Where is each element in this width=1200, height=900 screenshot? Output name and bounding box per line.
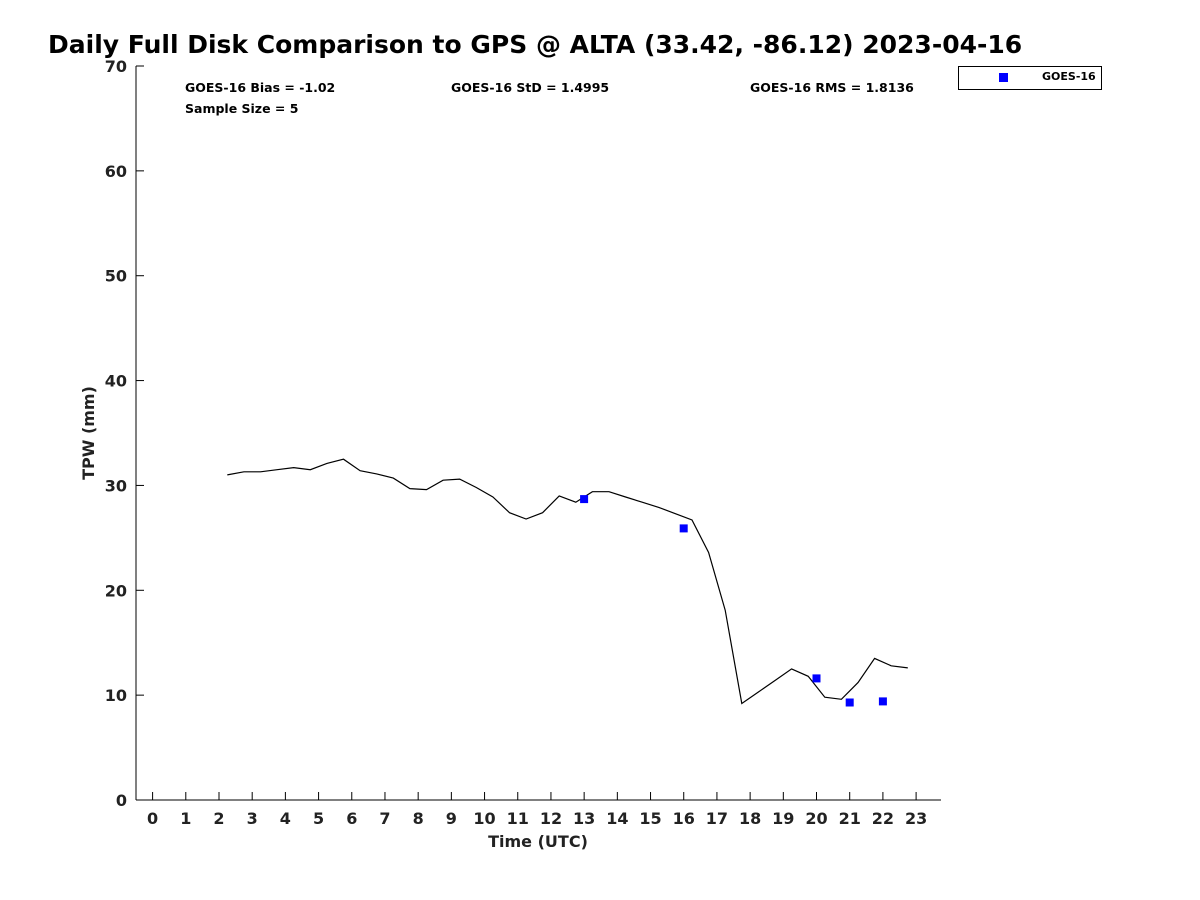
x-tick-label: 19 xyxy=(772,809,794,828)
x-tick-label: 3 xyxy=(247,809,258,828)
x-tick-label: 0 xyxy=(147,809,158,828)
x-axis-label: Time (UTC) xyxy=(488,832,588,851)
goes16-points-layer xyxy=(580,495,887,707)
x-tick-label: 15 xyxy=(639,809,661,828)
rms-annotation: GOES-16 RMS = 1.8136 xyxy=(750,80,914,95)
x-tick-label: 16 xyxy=(673,809,695,828)
goes16-point xyxy=(580,495,589,504)
axes-frame xyxy=(135,66,941,801)
x-tick-label: 9 xyxy=(446,809,457,828)
x-tick-label: 12 xyxy=(540,809,562,828)
x-axis-ticks: 0 1 2 3 4 5 6 7 8 9 10 11 12 13 14 15 16 17 18 19 20 21 22 23 xyxy=(147,792,927,828)
y-tick-label: 20 xyxy=(105,581,127,600)
x-tick-label: 6 xyxy=(346,809,357,828)
x-tick-label: 23 xyxy=(905,809,927,828)
goes16-point xyxy=(878,697,887,706)
x-tick-label: 4 xyxy=(280,809,291,828)
goes16-point xyxy=(812,674,821,683)
y-axis-label: TPW (mm) xyxy=(79,386,98,480)
y-tick-label: 70 xyxy=(105,57,127,76)
y-axis-ticks: 0 10 20 30 40 50 60 70 xyxy=(105,57,144,810)
y-tick-label: 60 xyxy=(105,162,127,181)
x-tick-label: 10 xyxy=(473,809,495,828)
goes16-point xyxy=(845,698,854,707)
y-tick-label: 30 xyxy=(105,476,127,495)
y-tick-label: 50 xyxy=(105,267,127,286)
x-tick-label: 7 xyxy=(379,809,390,828)
goes16-point xyxy=(679,524,688,533)
bias-annotation: GOES-16 Bias = -1.02 xyxy=(185,80,336,95)
x-tick-label: 8 xyxy=(413,809,424,828)
chart-title: Daily Full Disk Comparison to GPS @ ALTA… xyxy=(48,30,1023,59)
x-tick-label: 13 xyxy=(573,809,595,828)
sample-size-annotation: Sample Size = 5 xyxy=(185,101,299,116)
x-tick-label: 1 xyxy=(180,809,191,828)
y-tick-label: 0 xyxy=(116,791,127,810)
x-tick-label: 5 xyxy=(313,809,324,828)
x-tick-label: 21 xyxy=(839,809,861,828)
gps-tpw-line xyxy=(227,458,908,705)
x-tick-label: 14 xyxy=(606,809,628,828)
x-tick-label: 18 xyxy=(739,809,761,828)
y-tick-label: 40 xyxy=(105,372,127,391)
std-annotation: GOES-16 StD = 1.4995 xyxy=(451,80,610,95)
x-tick-label: 11 xyxy=(507,809,529,828)
legend-goes16-marker xyxy=(999,73,1008,82)
x-tick-label: 17 xyxy=(706,809,728,828)
gps-line-layer xyxy=(227,458,908,705)
legend: GOES-16 xyxy=(958,66,1102,90)
legend-goes16-label: GOES-16 xyxy=(1042,70,1096,83)
x-tick-label: 20 xyxy=(805,809,827,828)
x-tick-label: 22 xyxy=(872,809,894,828)
y-tick-label: 10 xyxy=(105,686,127,705)
x-tick-label: 2 xyxy=(213,809,224,828)
